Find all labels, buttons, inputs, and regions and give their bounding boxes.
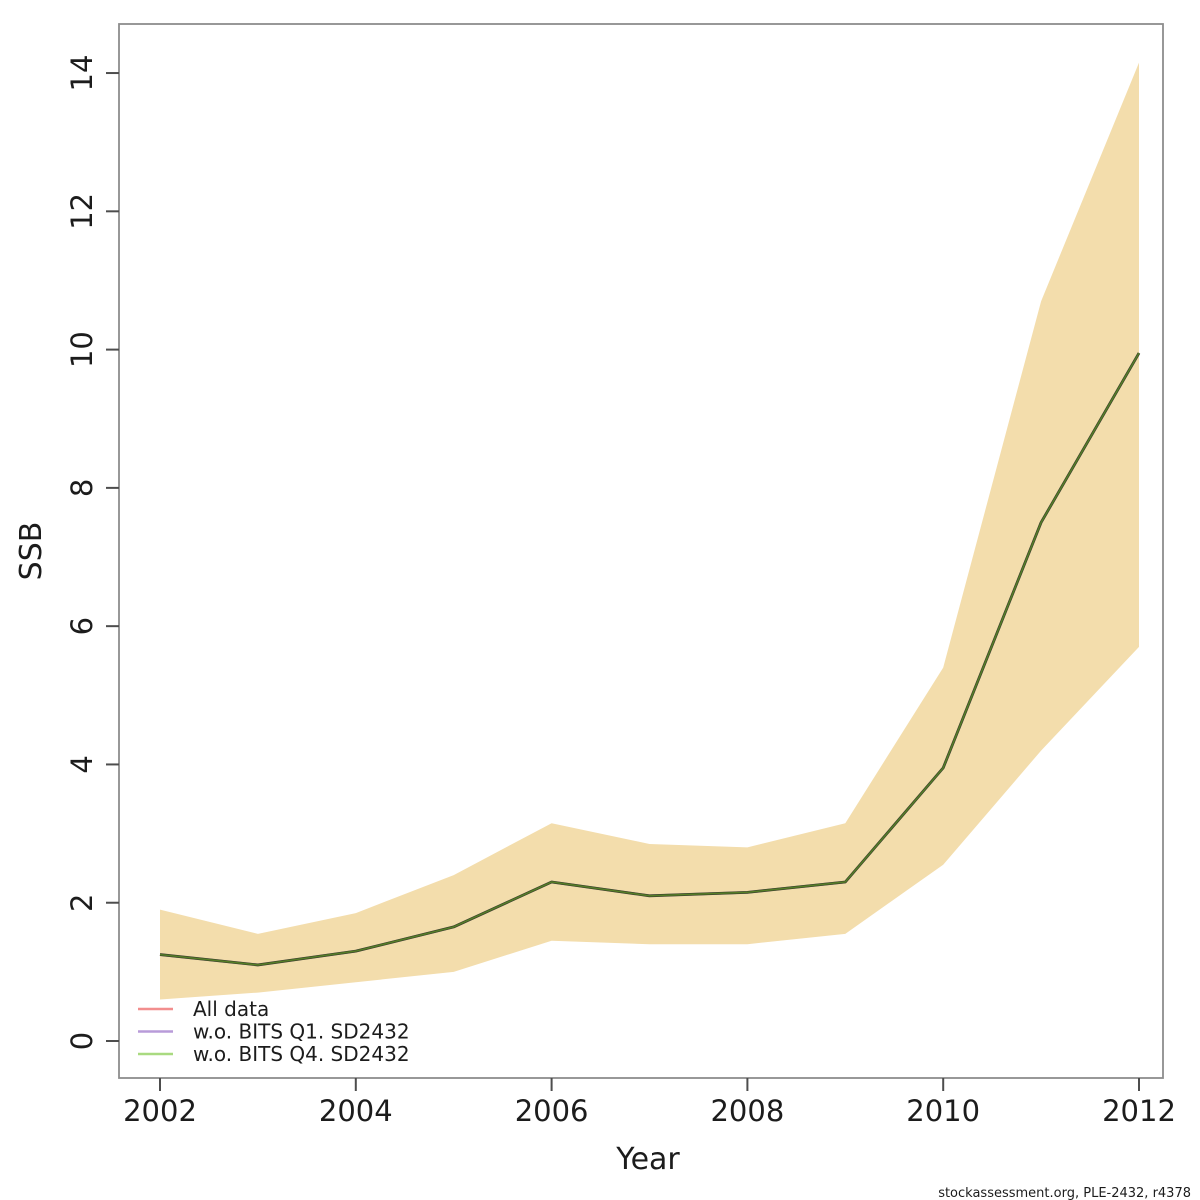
y-tick-label: 2 <box>65 893 99 911</box>
x-tick-label: 2002 <box>123 1094 197 1128</box>
y-tick-label: 4 <box>65 755 99 773</box>
plot-border <box>118 23 1164 1079</box>
y-tick-label: 6 <box>65 617 99 635</box>
x-axis-title: Year <box>615 1142 680 1177</box>
legend-item-label: w.o. BITS Q1. SD2432 <box>193 1020 410 1044</box>
y-tick-label: 12 <box>65 193 99 230</box>
x-tick-label: 2004 <box>319 1094 393 1128</box>
x-tick-label: 2010 <box>906 1094 980 1128</box>
y-tick-label: 0 <box>65 1032 99 1050</box>
line-blend-core <box>159 352 1140 966</box>
series-lines <box>159 352 1141 967</box>
y-tick-label: 10 <box>65 331 99 368</box>
confidence-band-area <box>160 62 1139 1000</box>
legend-item-label: All data <box>193 997 269 1021</box>
footer-attribution: stockassessment.org, PLE-2432, r4378 <box>938 1186 1191 1200</box>
confidence-band <box>160 62 1139 1000</box>
y-axis: 0 2 4 6 8 10 12 14 <box>65 55 119 1050</box>
x-tick-label: 2006 <box>515 1094 589 1128</box>
x-tick-label: 2008 <box>710 1094 784 1128</box>
legend-item-label: w.o. BITS Q4. SD2432 <box>193 1042 410 1066</box>
y-tick-label: 14 <box>65 55 99 92</box>
y-axis-title: SSB <box>14 522 49 581</box>
y-tick-label: 8 <box>65 479 99 497</box>
x-tick-label: 2012 <box>1102 1094 1176 1128</box>
x-axis: 2002 2004 2006 2008 2010 2012 <box>123 1078 1176 1128</box>
